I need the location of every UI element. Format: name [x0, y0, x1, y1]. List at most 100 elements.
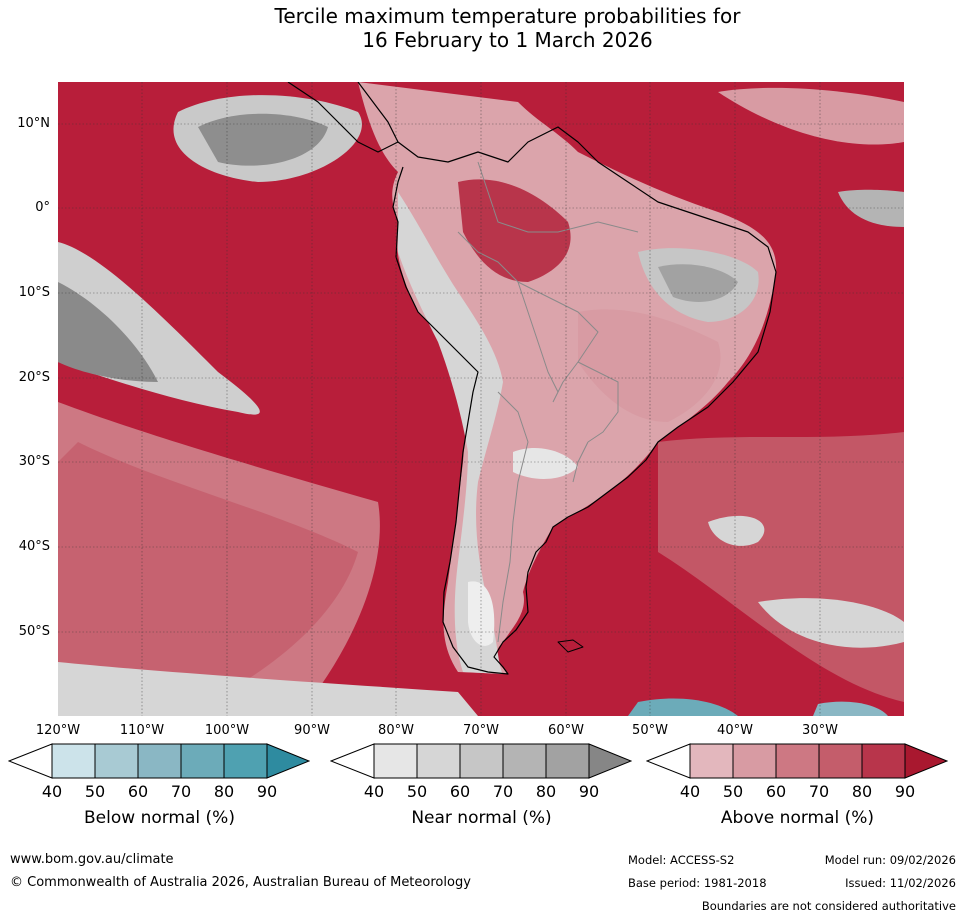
colorbar-near-swatch-50: [416, 743, 461, 779]
near-normal-patch-south-tip: [58, 662, 478, 716]
border-5: [497, 391, 529, 643]
central-america-coast: [287, 82, 399, 153]
border-4: [577, 361, 619, 443]
lon-label-70w: 70°W: [463, 723, 499, 738]
colorbar-above-start-triangle: [646, 743, 691, 779]
lon-label-90w: 90°W: [294, 723, 330, 738]
border-6: [572, 441, 589, 483]
colorbar-near-tick: 80: [535, 782, 557, 801]
map-title-line2: 16 February to 1 March 2026: [362, 28, 653, 52]
patagonia-near-normal-patch: [468, 581, 495, 646]
colorbar-below-start-triangle: [8, 743, 53, 779]
model-run-date: Model run: 09/02/2026: [824, 853, 956, 867]
boundaries-disclaimer: Boundaries are not considered authoritat…: [701, 899, 956, 913]
colorbar-above-end-triangle: [904, 743, 948, 779]
south-america: [358, 82, 777, 674]
lat-label-30s: 30°S: [18, 454, 50, 469]
colorbar-above-title: Above normal (%): [720, 808, 875, 828]
lon-label-30w: 30°W: [802, 723, 838, 738]
colorbar-below-swatch-70: [180, 743, 225, 779]
below-normal-patch-south-atlantic: [628, 698, 738, 716]
model-name: Model: ACCESS-S2: [628, 853, 735, 867]
colorbar-below-tick: 90: [256, 782, 278, 801]
colorbar-below-normal: [8, 743, 310, 779]
colorbar-near-normal: [330, 743, 632, 779]
lon-label-120w: 120°W: [35, 723, 81, 738]
bom-website-link[interactable]: www.bom.gov.au/climate: [10, 852, 174, 867]
colorbar-above-tick: 40: [679, 782, 701, 801]
colorbar-near-tick: 70: [492, 782, 514, 801]
colorbar-below-tick: 50: [84, 782, 106, 801]
near-normal-patch-north-atlantic: [718, 87, 904, 145]
colorbar-near-swatch-80: [545, 743, 590, 779]
colorbar-above-swatch-70: [818, 743, 863, 779]
base-period: Base period: 1981-2018: [628, 876, 767, 890]
colorbar-near-tick: 60: [449, 782, 471, 801]
colorbar-near-end-triangle: [588, 743, 632, 779]
colorbar-near-tick: 50: [406, 782, 428, 801]
colorbar-near-start-triangle: [330, 743, 375, 779]
colorbar-below-swatch-50: [94, 743, 139, 779]
colorbar-near-title: Near normal (%): [411, 808, 552, 828]
brazil-above-normal-light: [578, 309, 721, 422]
colorbar-below-swatch-40: [51, 743, 96, 779]
colorbar-below-tick: 40: [41, 782, 63, 801]
map-title-line1: Tercile maximum temperature probabilitie…: [274, 4, 741, 28]
colorbar-below-tick: 70: [170, 782, 192, 801]
graticule: [58, 82, 904, 716]
colorbar-near-swatch-70: [502, 743, 547, 779]
argentina-near-normal-patch: [513, 447, 578, 479]
lat-label-20s: 20°S: [18, 370, 50, 385]
colorbar-below-swatch-60: [137, 743, 182, 779]
colorbar-above-tick: 60: [765, 782, 787, 801]
lat-label-40s: 40°S: [18, 539, 50, 554]
above-normal-mid-pacific: [58, 442, 358, 716]
colorbar-above-swatch-50: [732, 743, 777, 779]
colorbar-below-end-triangle: [266, 743, 310, 779]
ocean-patches: [58, 87, 904, 716]
colorbar-above-swatch-60: [775, 743, 820, 779]
colorbar-above-tick: 90: [894, 782, 916, 801]
near-normal-patch-atlantic-south: [708, 515, 765, 546]
lon-label-80w: 80°W: [378, 723, 414, 738]
falkland-islands: [557, 639, 584, 653]
colorbar-above-swatch-80: [861, 743, 906, 779]
lon-label-100w: 100°W: [204, 723, 250, 738]
boundaries: [287, 82, 777, 675]
colorbar-below-tick: 60: [127, 782, 149, 801]
colorbar-near-swatch-60: [459, 743, 504, 779]
colorbar-below-tick: 80: [213, 782, 235, 801]
lon-label-60w: 60°W: [548, 723, 584, 738]
border-3: [517, 281, 599, 403]
border-2: [457, 231, 559, 393]
colorbar-below-swatch-80: [223, 743, 268, 779]
colorbar-near-tick: 40: [363, 782, 385, 801]
colorbar-above-swatch-40: [689, 743, 734, 779]
andes-near-normal-band: [398, 192, 503, 674]
near-normal-core-south-pacific: [58, 282, 158, 382]
colorbar-near-tick: 90: [578, 782, 600, 801]
near-normal-patch-atlantic-far-south: [758, 598, 904, 648]
lon-label-40w: 40°W: [717, 723, 753, 738]
lat-label-10n: 10°N: [17, 116, 50, 131]
lat-label-10s: 10°S: [18, 285, 50, 300]
coastline: [357, 82, 777, 675]
colorbar-above-tick: 50: [722, 782, 744, 801]
colorbar-above-tick: 80: [851, 782, 873, 801]
issued-date: Issued: 11/02/2026: [845, 876, 956, 890]
below-normal-patch-far-east: [813, 701, 888, 716]
near-normal-core-east-pacific: [198, 113, 328, 166]
lon-label-110w: 110°W: [119, 723, 165, 738]
lon-label-50w: 50°W: [632, 723, 668, 738]
near-normal-patch-equator-atlantic: [838, 189, 904, 227]
colorbar-near-swatch-40: [373, 743, 418, 779]
map-title: Tercile maximum temperature probabilitie…: [0, 4, 965, 52]
amazon-near-normal-core: [658, 264, 738, 302]
colorbar-above-tick: 70: [808, 782, 830, 801]
country-borders: [457, 161, 639, 643]
forecast-map: [58, 82, 904, 716]
lat-label-50s: 50°S: [18, 624, 50, 639]
colorbar-below-title: Below normal (%): [84, 808, 235, 828]
colorbar-above-normal: [646, 743, 948, 779]
lat-label-0: 0°: [35, 200, 50, 215]
